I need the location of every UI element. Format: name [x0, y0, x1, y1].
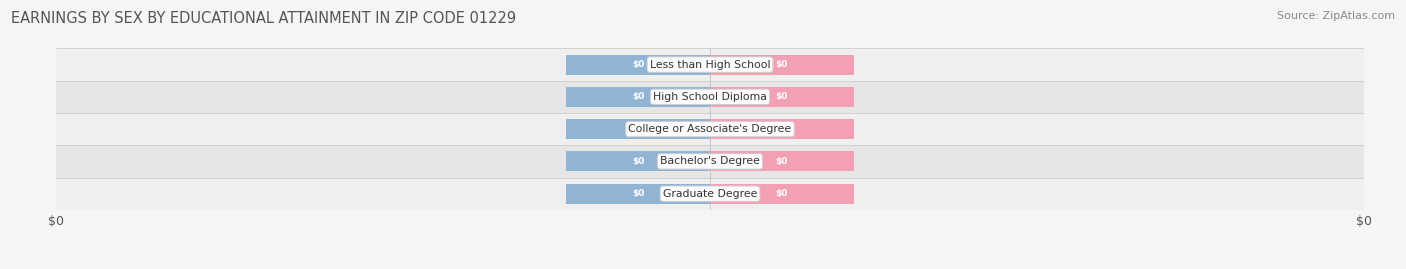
- Bar: [567, 87, 710, 107]
- Bar: [567, 184, 710, 204]
- Bar: [56, 81, 1364, 113]
- Text: $0: $0: [776, 189, 789, 198]
- Text: $0: $0: [631, 189, 644, 198]
- Bar: [56, 145, 1364, 178]
- Bar: [567, 151, 710, 171]
- Text: Source: ZipAtlas.com: Source: ZipAtlas.com: [1277, 11, 1395, 21]
- Bar: [56, 48, 1364, 81]
- Text: $0: $0: [631, 92, 644, 101]
- Bar: [710, 87, 853, 107]
- Legend: Male, Female: Male, Female: [640, 264, 780, 269]
- Text: $0: $0: [776, 60, 789, 69]
- Text: $0: $0: [776, 125, 789, 134]
- Text: Bachelor's Degree: Bachelor's Degree: [659, 156, 761, 167]
- Bar: [710, 151, 853, 171]
- Bar: [56, 113, 1364, 145]
- Text: Less than High School: Less than High School: [650, 59, 770, 70]
- Text: $0: $0: [631, 125, 644, 134]
- Text: $0: $0: [631, 60, 644, 69]
- Text: $0: $0: [631, 157, 644, 166]
- Bar: [710, 55, 853, 75]
- Text: $0: $0: [776, 92, 789, 101]
- Text: Graduate Degree: Graduate Degree: [662, 189, 758, 199]
- Bar: [710, 119, 853, 139]
- Bar: [567, 119, 710, 139]
- Text: EARNINGS BY SEX BY EDUCATIONAL ATTAINMENT IN ZIP CODE 01229: EARNINGS BY SEX BY EDUCATIONAL ATTAINMEN…: [11, 11, 516, 26]
- Text: College or Associate's Degree: College or Associate's Degree: [628, 124, 792, 134]
- Bar: [710, 184, 853, 204]
- Text: High School Diploma: High School Diploma: [654, 92, 766, 102]
- Text: $0: $0: [776, 157, 789, 166]
- Bar: [567, 55, 710, 75]
- Bar: [56, 178, 1364, 210]
